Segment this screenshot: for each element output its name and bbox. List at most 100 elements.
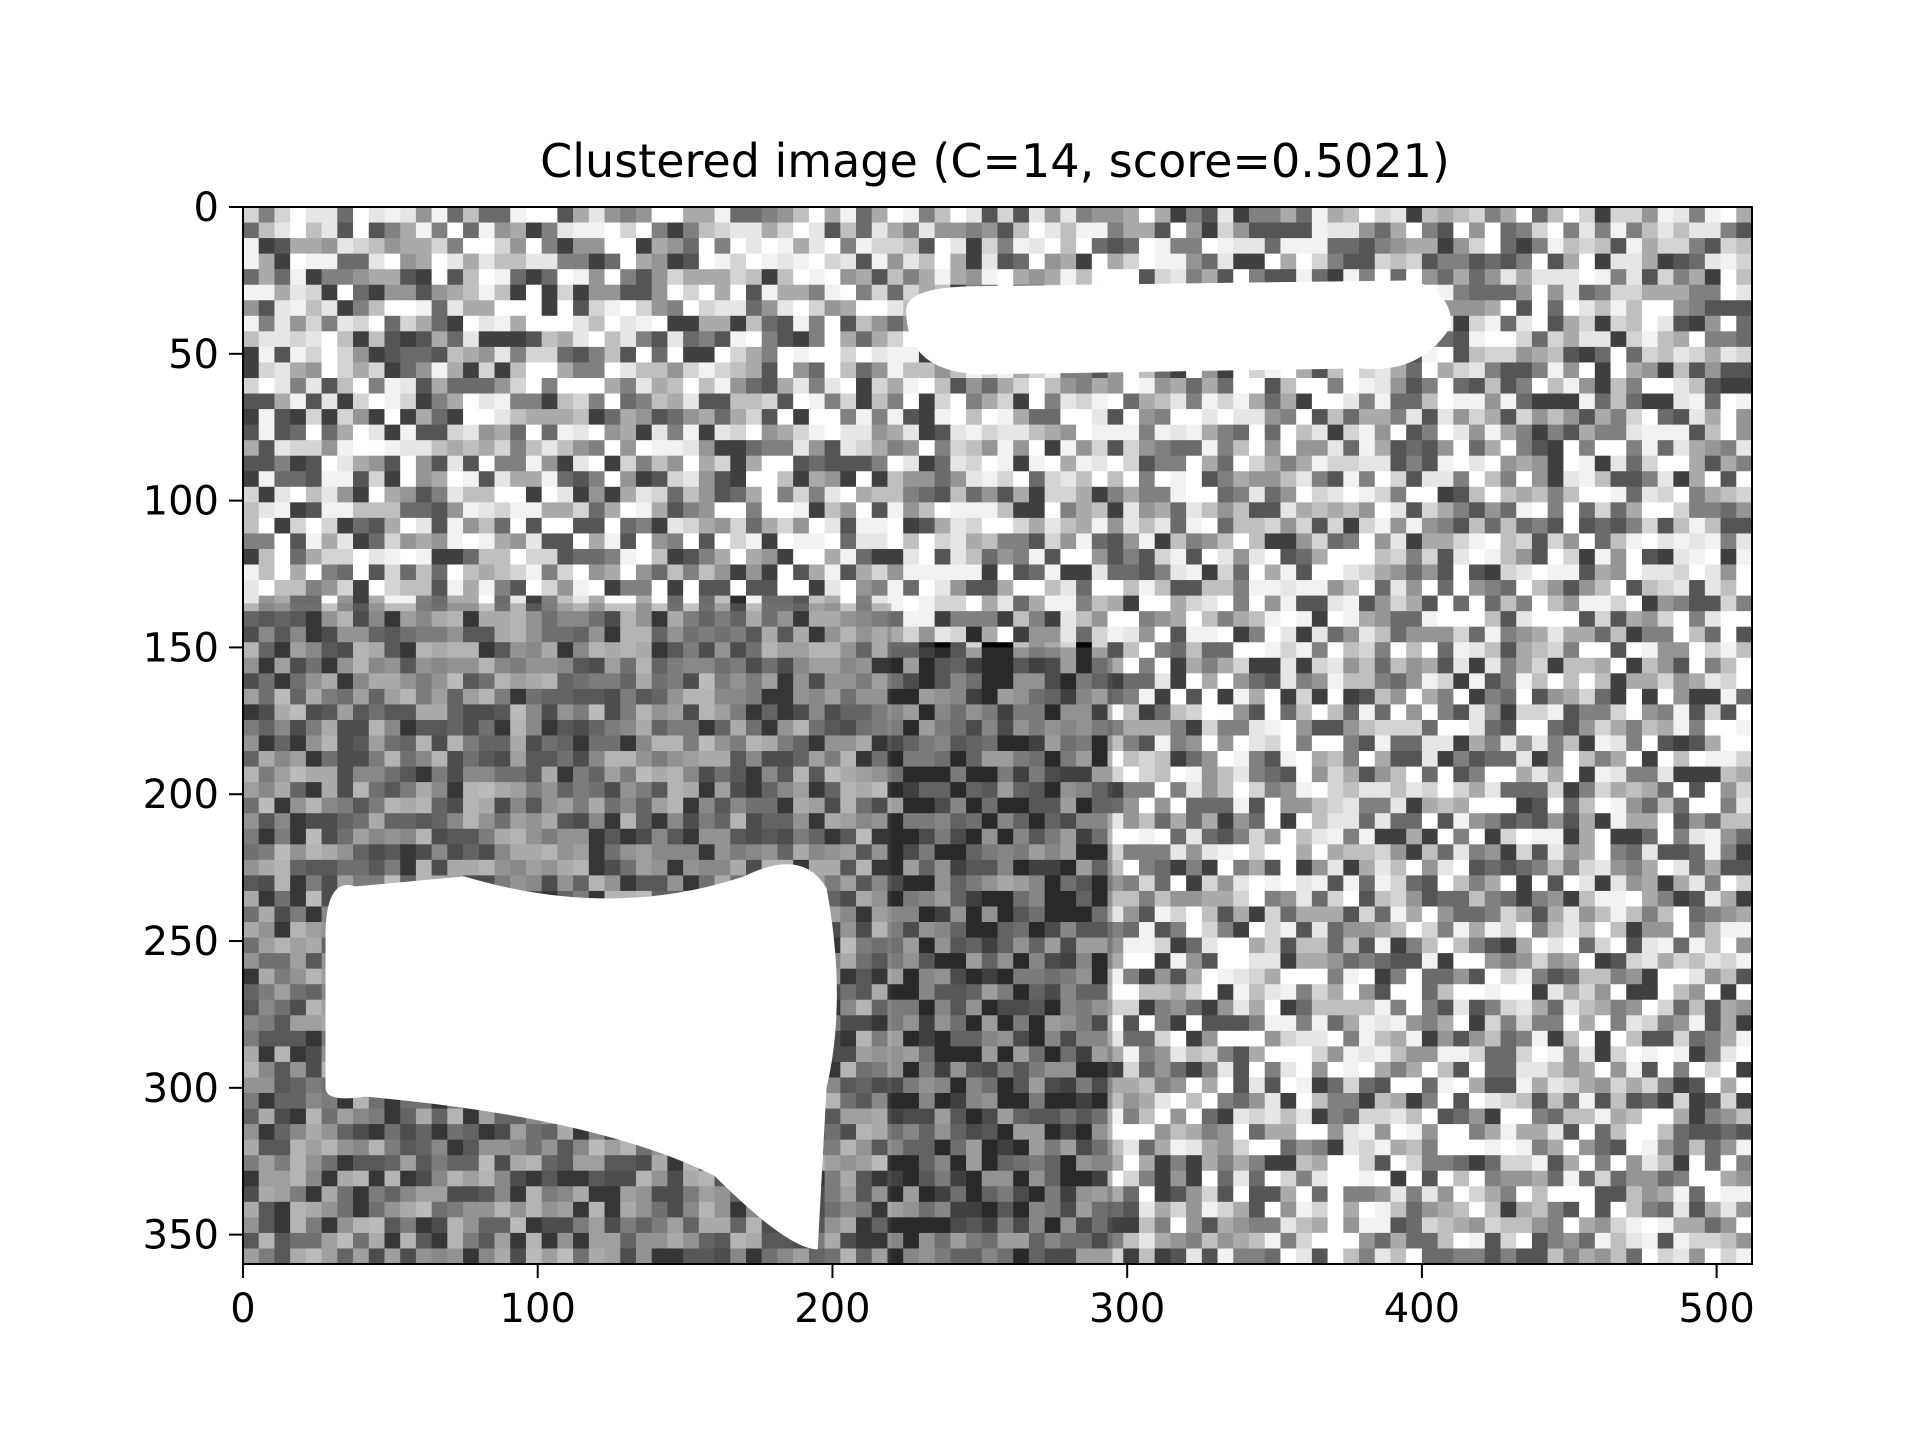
heatmap-cell bbox=[1704, 859, 1722, 876]
heatmap-cell bbox=[400, 269, 417, 286]
heatmap-cell bbox=[557, 424, 574, 441]
heatmap-cell bbox=[588, 611, 606, 628]
heatmap-cell bbox=[525, 222, 543, 239]
heatmap-cell bbox=[1547, 315, 1564, 332]
heatmap-cell bbox=[1296, 890, 1313, 908]
heatmap-cell bbox=[1138, 751, 1156, 768]
heatmap-cell bbox=[871, 564, 889, 581]
heatmap-cell bbox=[1594, 766, 1612, 783]
heatmap-cell bbox=[1500, 471, 1517, 488]
heatmap-cell bbox=[1626, 859, 1643, 876]
heatmap-cell bbox=[1264, 751, 1282, 768]
heatmap-cell bbox=[683, 688, 700, 706]
heatmap-cell bbox=[541, 331, 558, 348]
heatmap-cell bbox=[1704, 502, 1722, 519]
heatmap-cell bbox=[1500, 611, 1517, 628]
heatmap-cell bbox=[1343, 875, 1360, 892]
heatmap-cell bbox=[667, 409, 684, 426]
heatmap-cell bbox=[808, 486, 826, 503]
heatmap-cell bbox=[1060, 611, 1077, 628]
heatmap-cell bbox=[604, 626, 621, 643]
heatmap-cell bbox=[777, 502, 794, 519]
heatmap-cell bbox=[525, 564, 543, 581]
heatmap-cell bbox=[1736, 984, 1752, 1001]
heatmap-cell bbox=[1626, 766, 1643, 783]
heatmap-cell bbox=[856, 284, 873, 301]
heatmap-cell bbox=[1657, 844, 1675, 861]
heatmap-cell bbox=[557, 409, 574, 426]
heatmap-cell bbox=[400, 611, 417, 628]
heatmap-cell bbox=[1516, 751, 1533, 768]
heatmap-cell bbox=[1076, 253, 1093, 270]
heatmap-cell bbox=[525, 580, 543, 597]
heatmap-cell bbox=[1311, 751, 1329, 768]
heatmap-cell bbox=[1453, 346, 1470, 364]
heatmap-cell bbox=[321, 440, 338, 457]
heatmap-cell bbox=[431, 331, 448, 348]
heatmap-cell bbox=[918, 533, 936, 550]
heatmap-cell bbox=[1484, 797, 1502, 814]
heatmap-cell bbox=[1359, 238, 1376, 255]
heatmap-cell bbox=[997, 424, 1014, 441]
heatmap-cell bbox=[1343, 626, 1360, 643]
heatmap-cell bbox=[1563, 502, 1580, 519]
heatmap-cell bbox=[635, 517, 653, 535]
heatmap-cell bbox=[1610, 968, 1627, 985]
heatmap-cell bbox=[683, 471, 700, 488]
heatmap-cell bbox=[918, 269, 936, 286]
heatmap-cell bbox=[1170, 269, 1187, 286]
heatmap-cell bbox=[557, 471, 574, 488]
heatmap-cell bbox=[1689, 890, 1706, 908]
heatmap-cell bbox=[1531, 486, 1549, 503]
heatmap-cell bbox=[1091, 409, 1109, 426]
heatmap-cell bbox=[1107, 471, 1124, 488]
heatmap-cell bbox=[1469, 906, 1486, 923]
heatmap-cell bbox=[415, 440, 433, 457]
heatmap-cell bbox=[1060, 455, 1077, 472]
heatmap-cell bbox=[1437, 253, 1454, 270]
heatmap-cell bbox=[1406, 222, 1423, 239]
heatmap-cell bbox=[1138, 580, 1156, 597]
heatmap-cell bbox=[887, 331, 904, 348]
heatmap-cell bbox=[1233, 719, 1250, 737]
heatmap-cell bbox=[1138, 828, 1156, 845]
heatmap-cell bbox=[1453, 471, 1470, 488]
heatmap-cell bbox=[1280, 424, 1297, 441]
heatmap-cell bbox=[337, 253, 354, 270]
heatmap-cell bbox=[368, 580, 386, 597]
heatmap-cell bbox=[1233, 253, 1250, 270]
heatmap-cell bbox=[903, 626, 920, 643]
heatmap-cell bbox=[887, 222, 904, 239]
heatmap-cell bbox=[667, 331, 684, 348]
heatmap-cell bbox=[1201, 813, 1219, 830]
heatmap-cell bbox=[588, 626, 606, 643]
heatmap-cell bbox=[1673, 440, 1690, 457]
heatmap-cell bbox=[1107, 657, 1124, 674]
heatmap-cell bbox=[1657, 455, 1675, 472]
heatmap-cell bbox=[1516, 471, 1533, 488]
heatmap-cell bbox=[384, 642, 401, 659]
heatmap-cell bbox=[1516, 253, 1533, 270]
heatmap-cell bbox=[1123, 922, 1140, 939]
heatmap-cell bbox=[384, 377, 401, 395]
heatmap-cell bbox=[1437, 424, 1454, 441]
heatmap-cell bbox=[761, 440, 779, 457]
heatmap-cell bbox=[353, 393, 370, 410]
heatmap-cell bbox=[1531, 284, 1549, 301]
heatmap-cell bbox=[1626, 284, 1643, 301]
heatmap-cell bbox=[243, 300, 260, 317]
heatmap-cell bbox=[1720, 393, 1737, 410]
heatmap-cell bbox=[981, 486, 999, 503]
heatmap-cell bbox=[903, 595, 920, 612]
heatmap-cell bbox=[1406, 813, 1423, 830]
heatmap-cell bbox=[463, 424, 480, 441]
heatmap-cell bbox=[1453, 673, 1470, 690]
heatmap-cell bbox=[1296, 207, 1313, 224]
heatmap-cell bbox=[1138, 953, 1156, 970]
heatmap-cell bbox=[824, 362, 841, 379]
heatmap-cell bbox=[1689, 393, 1706, 410]
heatmap-cell bbox=[1264, 424, 1282, 441]
heatmap-cell bbox=[1091, 207, 1109, 224]
heatmap-cell bbox=[1249, 875, 1266, 892]
heatmap-cell bbox=[1107, 207, 1124, 224]
